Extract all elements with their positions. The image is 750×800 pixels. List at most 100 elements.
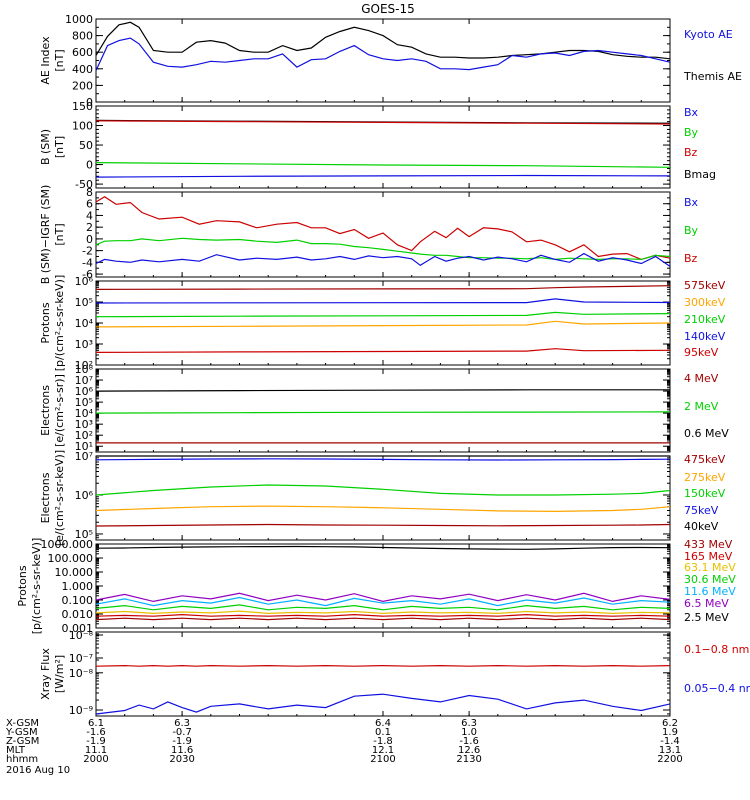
y-axis-unit: [e/(cm²-s-sr-keV)] [53,450,66,546]
series-line-2-mev [95,411,671,414]
legend-entry: 11.6 MeV [684,585,736,598]
panel-frame [95,368,671,453]
legend-entry: 30.6 MeV [684,573,736,586]
y-tick-label: 0.001 [62,622,94,635]
x-axis-row-label: Z-GSM [6,736,39,747]
y-axis-unit: [e/(cm²-s-sr)] [53,374,66,447]
series-line-300kev [95,320,671,328]
y-tick-label: 10² [75,429,93,442]
y-tick-label: -2 [82,245,93,258]
y-tick-label: 10³ [75,338,93,351]
panel-protons_high: 0.0010.0100.1001.00010.000100.0001000.00… [16,538,736,635]
x-axis-row-value: -1.6 [86,727,106,738]
legend-entry: Bx [684,196,699,209]
y-tick-label: 10⁶ [75,489,94,502]
y-tick-label: 6 [86,198,93,211]
legend-entry: 0.05−0.4 nm [684,682,750,695]
legend-entry: 210keV [684,313,726,326]
y-tick-label: 0 [86,96,93,109]
series-line-150kev [95,484,671,496]
panel-frame [95,631,671,717]
panel-xray_flux: 10⁻⁹ 10⁻⁸ 10⁻⁷ 10⁻⁸ Xray Flux [W/m²] 0.1−0.8 n… [39,629,750,717]
panel-protons_low: 10² 10³ 10⁴ 10⁵ 10⁶ Protons [p/(cm²-s-sr-keV)]… [39,275,726,372]
series-line-165-mev [95,613,671,617]
x-axis-row-value: 6.4 [375,718,391,729]
legend-entry: Kyoto AE [684,28,733,41]
x-axis-row-value: 2130 [456,754,481,765]
y-axis-label: AE Index [39,36,52,85]
x-axis-row-label: Y-GSM [5,727,38,738]
legend-entry: 4 MeV [684,372,719,385]
y-axis-label: Xray Flux [39,648,52,700]
y-tick-label: 10² [75,359,93,372]
legend-entry: 95keV [684,346,719,359]
series-line-0-05-0-4-nm [95,693,671,715]
y-axis-label: Electrons [39,472,52,523]
series-line-6-5-mev [95,592,671,603]
y-tick-label: 50 [79,139,93,152]
y-tick-label: -6 [82,268,93,281]
panel-frame [95,18,671,103]
legend-entry: 2.5 MeV [684,611,729,624]
series-line-575kev [95,285,671,290]
y-tick-label: 100.000 [48,552,94,565]
x-axis-row-value: 2100 [370,754,395,765]
figure-title: GOES-15 [361,2,415,16]
legend-entry: 433 MeV [684,538,733,551]
date-label: 2016 Aug 10 [6,765,70,776]
legend-entry: Bmag [684,168,716,181]
series-line-0-1-0-8-nm [95,664,671,667]
x-axis-row-value: 6.1 [88,718,104,729]
series-line-0-6-mev [95,389,670,392]
y-tick-label: -50 [75,178,93,191]
y-tick-label: 2 [86,221,93,234]
legend-entry: 140keV [684,330,726,343]
x-axis-row-value: 0.1 [375,727,391,738]
y-tick-label: 10⁴ [75,407,94,420]
panel-electrons_low: 10⁵ 10⁶ 10⁷ Electrons [e/(cm²-s-sr-keV)] 475k… [39,450,726,546]
y-tick-label: 10⁵ [75,528,93,541]
y-axis-label: B (SM) [39,129,52,165]
legend-entry: 63.1 MeV [684,561,736,574]
y-tick-label: 10⁸ [75,363,94,376]
series-line-by [95,237,671,261]
legend-entry: 6.5 MeV [684,597,729,610]
legend-entry: 75keV [684,504,719,517]
y-axis-unit: [nT] [53,223,66,245]
y-axis-label: Protons [16,565,29,606]
y-tick-label: 4 [86,209,93,222]
panel-frame [95,191,671,278]
y-tick-label: 10¹ [75,440,93,453]
x-axis-row-label: MLT [6,745,26,756]
legend-entry: Bz [684,252,698,265]
legend-entry: 300keV [684,296,726,309]
series-line-kyoto-ae [95,37,671,71]
panel-frame [95,455,671,541]
y-tick-label: 10⁶ [75,385,94,398]
series-line-63-1-mev [95,610,671,615]
x-axis-row-label: X-GSM [6,718,39,729]
y-tick-label: 10⁷ [75,374,93,387]
y-tick-label: 10⁻⁸ [69,667,94,680]
y-tick-label: 10⁻⁸ [69,629,94,642]
y-axis-unit: [p/(cm²-s-sr-keV)] [30,538,43,635]
y-tick-label: 10⁵ [75,296,93,309]
series-line-bx [95,252,671,267]
x-axis-row-value: 6.2 [662,718,678,729]
x-axis-row-value: -1.4 [660,736,680,747]
y-tick-label: 600 [72,46,93,59]
y-axis-label: B (SM)−IGRF (SM) [39,185,52,285]
series-line-2-5-mev [95,545,671,550]
series-line-75kev [95,458,671,461]
y-tick-label: 1.000 [62,580,94,593]
y-axis-label: Electrons [39,385,52,436]
x-axis-row-value: 11.1 [85,745,107,756]
y-tick-label: 200 [72,79,93,92]
panel-ae_index: 0 200 400 600 800 1000 AE Index [nT] Kyoto AE The… [39,13,742,109]
x-axis-row-value: 1.0 [461,727,477,738]
legend-entry: 40keV [684,520,719,533]
